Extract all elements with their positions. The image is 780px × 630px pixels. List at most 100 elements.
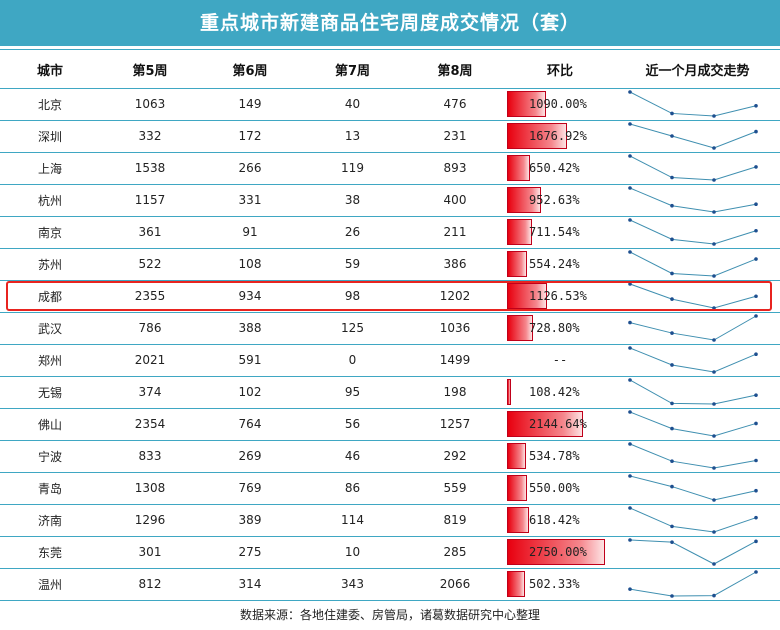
cell-week5: 786 — [138, 321, 162, 335]
ratio-bar — [507, 475, 527, 501]
table-row: 苏州 522 108 59 386 554.24% — [0, 248, 780, 281]
cell-week6: 108 — [238, 257, 262, 271]
sparkline-point — [670, 459, 674, 463]
ratio-label: 618.42% — [529, 513, 580, 527]
sparkline-point — [670, 237, 674, 242]
cell-city: 苏州 — [37, 257, 62, 272]
sparkline-point — [628, 346, 632, 350]
sparkline-point — [754, 202, 758, 207]
sparkline-point — [712, 178, 716, 182]
cell-week6: 388 — [238, 321, 262, 335]
ratio-bar — [507, 379, 511, 405]
cell-week8: 198 — [443, 385, 467, 399]
trend-sparkline — [628, 314, 758, 342]
sparkline-point — [628, 506, 632, 510]
sparkline-point — [628, 282, 632, 286]
cell-week6: 102 — [238, 385, 262, 399]
ratio-bar — [507, 91, 546, 117]
cell-week5: 1063 — [134, 97, 166, 111]
source-note: 数据来源：各地住建委、房管局，诸葛数据研究中心整理 — [239, 608, 540, 622]
sparkline-point — [712, 274, 716, 278]
ratio-bar — [507, 251, 527, 277]
cell-city: 郑州 — [37, 353, 62, 368]
table-row: 上海 1538 266 119 893 650.42% — [0, 152, 780, 185]
cell-city: 佛山 — [37, 417, 62, 432]
cell-city: 青岛 — [37, 481, 62, 496]
cell-week6: 149 — [238, 97, 262, 111]
cell-week8: 2066 — [439, 577, 471, 591]
table-row: 北京 1063 149 40 476 1090.00% — [0, 88, 780, 121]
cell-week8: 285 — [443, 545, 467, 559]
cell-week5: 301 — [138, 545, 162, 559]
sparkline-point — [628, 154, 632, 158]
table-row: 深圳 332 172 13 231 1676.92% — [0, 120, 780, 153]
cell-week6: 764 — [238, 417, 262, 431]
cell-week5: 812 — [138, 577, 162, 591]
sparkline-point — [628, 218, 632, 222]
sparkline-point — [670, 297, 674, 301]
header-trend: 近一个月成交走势 — [645, 63, 750, 79]
cell-week7: 114 — [341, 513, 364, 527]
table-row: 佛山 2354 764 56 1257 2144.64% — [0, 408, 780, 441]
sparkline-point — [712, 402, 716, 406]
cell-week7: 26 — [344, 225, 361, 239]
trend-sparkline — [628, 506, 758, 534]
cell-week8: 292 — [443, 449, 467, 463]
cell-week8: 1036 — [439, 321, 471, 335]
sparkline-line — [629, 251, 757, 277]
ratio-bar — [507, 283, 548, 309]
cell-week7: 56 — [344, 417, 361, 431]
sparkline-line — [629, 283, 757, 309]
ratio-bar — [507, 219, 533, 245]
cell-week8: 1202 — [439, 289, 471, 303]
sparkline-point — [628, 90, 632, 94]
sparkline-point — [712, 593, 716, 598]
sparkline-point — [712, 530, 716, 534]
highlight-box — [6, 281, 772, 311]
sparkline-line — [629, 123, 757, 149]
sparkline-point — [628, 186, 632, 190]
ratio-label: 108.42% — [529, 385, 580, 399]
table-row: 济南 1296 389 114 819 618.42% — [0, 504, 780, 537]
sparkline-line — [629, 411, 757, 437]
cell-week6: 314 — [238, 577, 262, 591]
sparkline-line — [629, 507, 757, 533]
trend-sparkline — [628, 250, 758, 278]
ratio-label: 650.42% — [529, 161, 580, 175]
cell-week7: 13 — [344, 129, 361, 143]
cell-city: 武汉 — [37, 321, 62, 336]
sparkline-point — [670, 271, 674, 276]
ratio-label: 2750.00% — [529, 545, 587, 559]
cell-week6: 769 — [238, 481, 262, 495]
trend-sparkline — [628, 538, 758, 566]
ratio-label: 1090.00% — [529, 97, 587, 111]
cell-city: 深圳 — [37, 129, 62, 144]
sparkline-point — [712, 306, 716, 310]
trend-sparkline — [628, 378, 758, 406]
sparkline-point — [628, 442, 632, 446]
ratio-label: 711.54% — [529, 225, 580, 239]
cell-week5: 1538 — [134, 161, 166, 175]
trend-sparkline — [628, 154, 758, 182]
ratio-label: -- — [552, 353, 568, 367]
sparkline-point — [628, 320, 632, 325]
cell-week8: 1257 — [439, 417, 471, 431]
cell-city: 成都 — [37, 289, 62, 304]
cell-week7: 86 — [344, 481, 361, 495]
sparkline-point — [628, 250, 632, 254]
sparkline-line — [629, 219, 757, 245]
cell-week5: 2354 — [134, 417, 166, 431]
header-week7: 第7周 — [334, 63, 371, 79]
sparkline-point — [754, 570, 758, 574]
sparkline-point — [754, 257, 758, 261]
sparkline-point — [628, 122, 632, 126]
trend-sparkline — [628, 570, 758, 598]
sparkline-line — [629, 187, 757, 213]
trend-sparkline — [628, 282, 758, 310]
cell-week8: 819 — [443, 513, 467, 527]
sparkline-point — [628, 587, 632, 591]
cell-city: 杭州 — [37, 193, 62, 208]
trend-sparkline — [628, 346, 758, 374]
sparkline-point — [670, 175, 674, 180]
sparkline-point — [754, 458, 758, 463]
